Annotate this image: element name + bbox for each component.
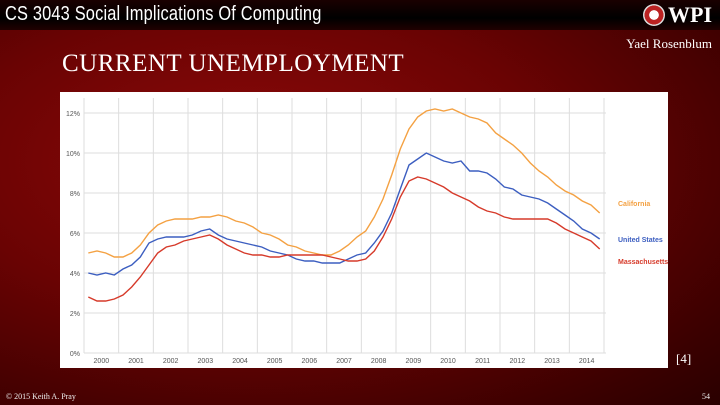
- y-tick-label: 0%: [70, 351, 80, 358]
- series-line-united-states: [88, 152, 601, 276]
- x-tick-label: 2000: [94, 358, 110, 365]
- x-tick-label: 2012: [510, 358, 526, 365]
- y-tick-label: 10%: [66, 151, 80, 158]
- series-line-california: [88, 108, 601, 258]
- series-label: Massachusetts: [618, 259, 668, 266]
- series-label: United States: [618, 237, 663, 244]
- x-tick-label: 2013: [544, 358, 560, 365]
- y-tick-label: 2%: [70, 311, 80, 318]
- x-tick-label: 2011: [475, 358, 490, 365]
- x-tick-label: 2002: [163, 358, 179, 365]
- slide-title: CURRENT UNEMPLOYMENT: [62, 50, 405, 77]
- y-tick-label: 6%: [70, 231, 80, 238]
- copyright: © 2015 Keith A. Pray: [6, 392, 76, 401]
- y-tick-label: 4%: [70, 271, 80, 278]
- series-label: California: [618, 201, 650, 208]
- author-name: Yael Rosenblum: [626, 36, 712, 51]
- x-tick-label: 2009: [406, 358, 422, 365]
- y-tick-label: 8%: [70, 191, 80, 198]
- series-line-massachusetts: [88, 176, 601, 302]
- y-tick-label: 12%: [66, 111, 80, 118]
- course-title: CS 3043 Social Implications Of Computing: [5, 3, 322, 25]
- x-tick-label: 2007: [336, 358, 352, 365]
- x-tick-label: 2004: [232, 358, 248, 365]
- chart-panel: 0% 2% 4% 6% 8% 10% 12% 2000 2001 2002 2003 2004 2005…: [60, 92, 668, 368]
- x-tick-label: 2010: [440, 358, 456, 365]
- logo-text: WPI: [668, 2, 712, 27]
- x-tick-label: 2003: [198, 358, 214, 365]
- unemployment-chart: 0% 2% 4% 6% 8% 10% 12% 2000 2001 2002 2003 2004 2005…: [66, 98, 668, 365]
- x-tick-label: 2001: [128, 358, 144, 365]
- reference: [4]: [676, 351, 692, 366]
- x-tick-label: 2014: [579, 358, 595, 365]
- seal-icon: [643, 4, 665, 26]
- x-tick-label: 2006: [302, 358, 318, 365]
- page-number: 54: [702, 392, 710, 401]
- x-tick-label: 2005: [267, 358, 283, 365]
- wpi-logo: WPI: [643, 2, 712, 28]
- title-bar: CS 3043 Social Implications Of Computing…: [0, 0, 720, 30]
- x-tick-label: 2008: [371, 358, 387, 365]
